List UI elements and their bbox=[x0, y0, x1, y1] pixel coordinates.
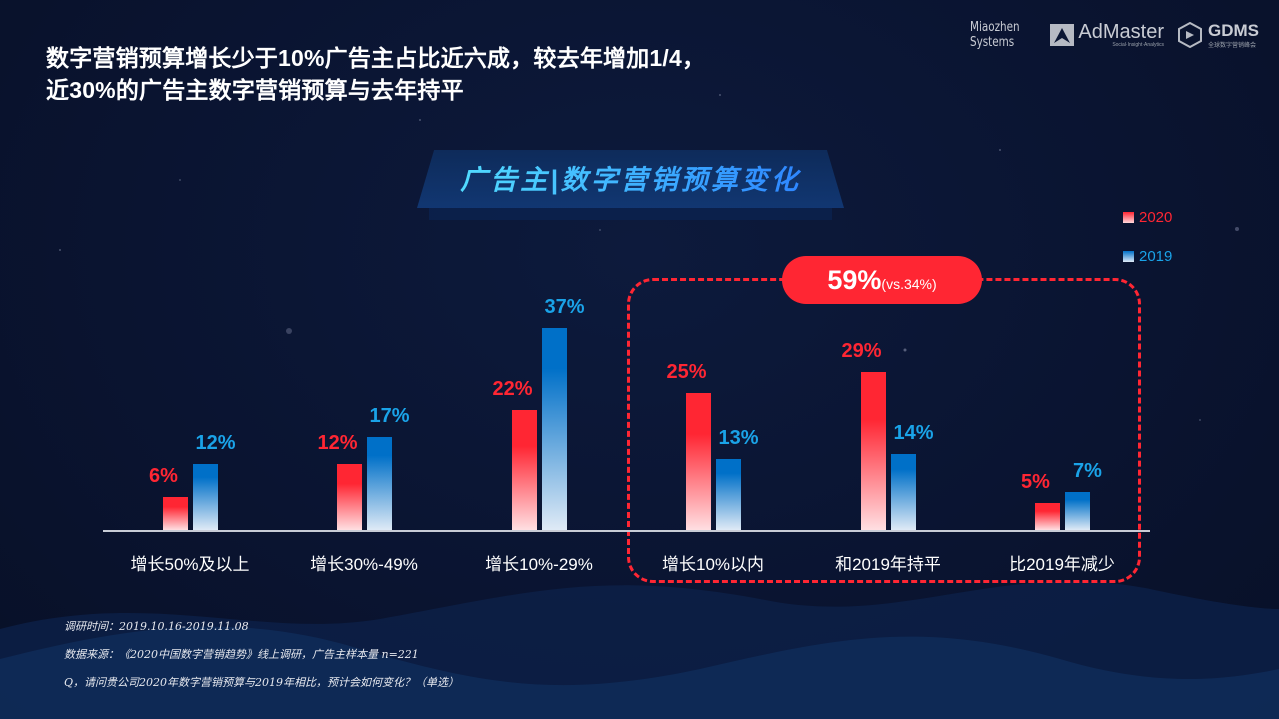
legend-label-2019: 2019 bbox=[1139, 247, 1173, 265]
headline-line-2: 近30%的广告主数字营销预算与去年持平 bbox=[46, 77, 464, 103]
partner-logos: Miaozhen Systems AdMaster Social·Insight… bbox=[970, 20, 1259, 50]
gdms-tagline: 全球数字营销峰会 bbox=[1208, 42, 1257, 49]
value-label-2019-4: 14% bbox=[893, 422, 934, 444]
footnote-data-source: 数据来源：《2020中国数字营销趋势》线上调研，广告主样本量 n=221 bbox=[64, 648, 419, 661]
gdms-name: GDMS bbox=[1208, 20, 1259, 40]
highlight-pill: 59%(vs.34%) bbox=[782, 256, 982, 304]
legend-swatch-2020 bbox=[1123, 211, 1134, 223]
category-label-4: 和2019年持平 bbox=[835, 555, 941, 574]
highlight-comparison: (vs.34%) bbox=[881, 276, 937, 292]
x-axis-baseline bbox=[103, 530, 1150, 532]
highlight-main-value: 59% bbox=[827, 265, 882, 295]
chart-legend: 2020 2019 bbox=[1123, 207, 1172, 285]
value-label-2019-1: 17% bbox=[369, 405, 410, 427]
headline-line-1: 数字营销预算增长少于10%广告主占比近六成，较去年增加1/4， bbox=[46, 45, 706, 71]
footnote-survey-period: 调研时间：2019.10.16-2019.11.08 bbox=[64, 620, 249, 633]
chart-title-background bbox=[417, 150, 844, 208]
admaster-triangle-icon bbox=[1050, 24, 1075, 46]
value-label-2019-2: 37% bbox=[544, 296, 585, 318]
value-label-2020-1: 12% bbox=[317, 432, 358, 454]
bar-2020-4 bbox=[861, 372, 886, 530]
value-label-2020-0: 6% bbox=[149, 465, 178, 487]
category-label-1: 增长30%-49% bbox=[310, 555, 418, 574]
category-label-3: 增长10%以内 bbox=[661, 555, 765, 574]
miaozhen-logo-line1: Miaozhen bbox=[970, 20, 1021, 35]
legend-item-2019: 2019 bbox=[1123, 246, 1172, 266]
value-label-2019-0: 12% bbox=[195, 432, 236, 454]
category-label-0: 增长50%及以上 bbox=[130, 555, 250, 574]
category-label-2: 增长10%-29% bbox=[485, 555, 593, 574]
value-label-2020-5: 5% bbox=[1021, 471, 1050, 493]
admaster-tagline: Social·Insight·Analytics bbox=[1112, 42, 1164, 48]
headline: 数字营销预算增长少于10%广告主占比近六成，较去年增加1/4， 近30%的广告主… bbox=[46, 42, 705, 106]
admaster-logo: AdMaster Social·Insight·Analytics bbox=[1050, 22, 1164, 48]
value-label-2019-5: 7% bbox=[1073, 460, 1102, 482]
bar-2020-0 bbox=[163, 497, 188, 530]
legend-item-2020: 2020 bbox=[1123, 207, 1172, 227]
bar-2020-5 bbox=[1035, 503, 1060, 530]
gdms-logo: GDMS 全球数字营销峰会 bbox=[1178, 20, 1259, 49]
miaozhen-logo-line2: Systems bbox=[970, 35, 1015, 50]
bar-2019-2 bbox=[542, 328, 567, 530]
footnotes: 调研时间：2019.10.16-2019.11.08 数据来源：《2020中国数… bbox=[64, 620, 459, 704]
legend-label-2020: 2020 bbox=[1139, 208, 1173, 226]
value-label-2020-2: 22% bbox=[492, 378, 533, 400]
bar-2019-5 bbox=[1065, 492, 1090, 530]
bar-2020-2 bbox=[512, 410, 537, 530]
bar-2019-4 bbox=[891, 454, 916, 530]
footnote-question: Q，请问贵公司2020年数字营销预算与2019年相比，预计会如何变化？（单选） bbox=[64, 676, 460, 689]
value-label-2019-3: 13% bbox=[718, 427, 759, 449]
value-label-2020-3: 25% bbox=[666, 361, 707, 383]
chart-title-banner: 广告主|数字营销预算变化 bbox=[417, 150, 844, 220]
admaster-name: AdMaster bbox=[1078, 21, 1164, 43]
chart-title: 广告主|数字营销预算变化 bbox=[417, 158, 844, 197]
bar-2019-1 bbox=[367, 437, 392, 530]
gdms-hexagon-icon bbox=[1178, 22, 1202, 48]
value-label-2020-4: 29% bbox=[841, 340, 882, 362]
bar-2019-3 bbox=[716, 459, 741, 530]
category-label-5: 比2019年减少 bbox=[1009, 555, 1115, 574]
bar-2020-1 bbox=[337, 464, 362, 530]
legend-swatch-2019 bbox=[1123, 250, 1134, 262]
chart-title-shadow bbox=[429, 208, 832, 220]
bar-2020-3 bbox=[686, 393, 711, 530]
bar-2019-0 bbox=[193, 464, 218, 530]
miaozhen-logo: Miaozhen Systems bbox=[970, 20, 1023, 50]
